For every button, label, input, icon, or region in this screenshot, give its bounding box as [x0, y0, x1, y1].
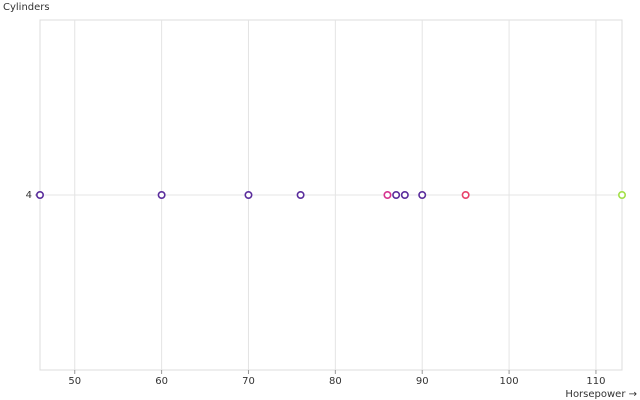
- point: [244, 191, 253, 200]
- x-tick-label: 50: [68, 376, 81, 387]
- point: [296, 191, 305, 200]
- x-tick-label: 80: [329, 376, 342, 387]
- x-tick-label: 100: [500, 376, 519, 387]
- x-tick-label: 60: [155, 376, 168, 387]
- point: [392, 191, 401, 200]
- point: [383, 191, 392, 200]
- y-tick-label: 4: [26, 190, 32, 201]
- point: [617, 191, 626, 200]
- x-tick-label: 70: [242, 376, 255, 387]
- point: [418, 191, 427, 200]
- x-tick-label: 90: [416, 376, 429, 387]
- point: [157, 191, 166, 200]
- point: [400, 191, 409, 200]
- y-axis-title: Cylinders: [3, 2, 50, 13]
- x-axis-title: Horsepower →: [565, 389, 637, 400]
- x-tick-label: 110: [586, 376, 605, 387]
- point: [461, 191, 470, 200]
- point: [35, 191, 44, 200]
